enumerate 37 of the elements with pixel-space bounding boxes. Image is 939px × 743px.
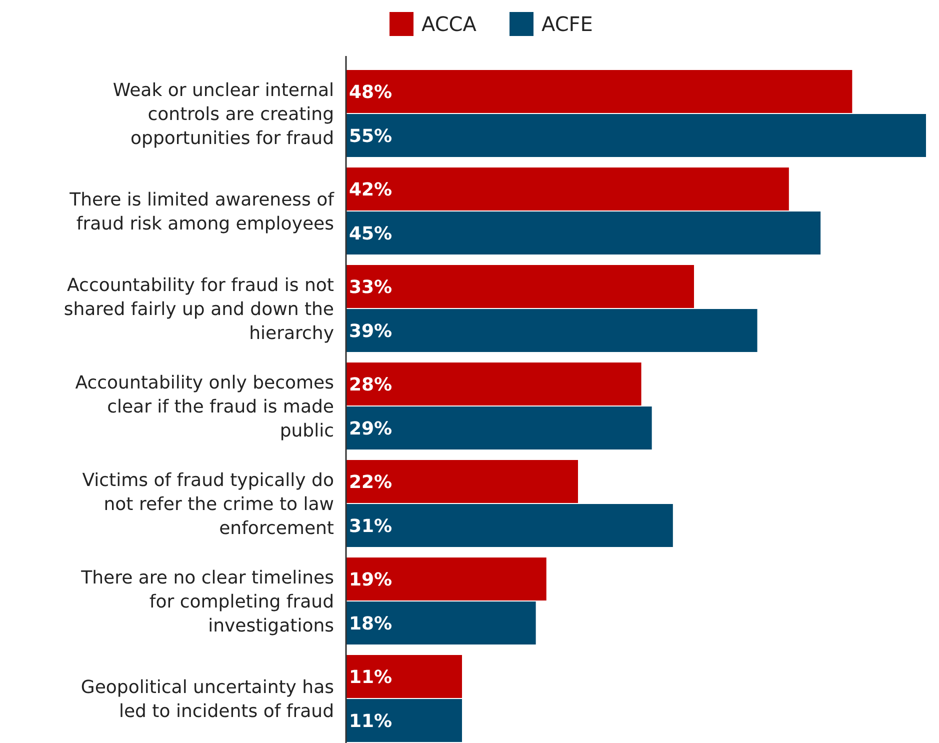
bar bbox=[346, 504, 673, 547]
y-tick-label: Victims of fraud typically do not refer the crime to law enforcement bbox=[82, 470, 334, 539]
bar bbox=[346, 362, 642, 406]
bar bbox=[346, 406, 652, 450]
bar bbox=[346, 602, 536, 644]
bar bbox=[346, 655, 462, 698]
y-tick-label: Weak or unclear internal controls are creating opportunities for fraud bbox=[112, 80, 334, 149]
data-label: 31% bbox=[349, 516, 392, 537]
data-label: 22% bbox=[349, 472, 392, 493]
data-label: 19% bbox=[349, 569, 392, 590]
data-label: 11% bbox=[349, 710, 392, 732]
y-tick-label: Geopolitical uncertainty has led to incidents of fraud bbox=[80, 676, 334, 722]
bar bbox=[346, 558, 546, 600]
data-label: 42% bbox=[349, 179, 392, 200]
bar bbox=[346, 114, 926, 157]
data-label: 48% bbox=[349, 82, 392, 103]
bar bbox=[346, 70, 852, 113]
y-tick-label: Accountability for fraud is not shared fairly up and down the hierarchy bbox=[64, 274, 334, 344]
bar bbox=[346, 699, 462, 742]
y-tick-label: There are no clear timelines for completing fraud investigations bbox=[80, 567, 334, 636]
bar bbox=[346, 212, 821, 254]
data-label: 11% bbox=[349, 666, 392, 688]
bar bbox=[346, 168, 789, 210]
data-label: 55% bbox=[349, 126, 392, 147]
legend-label: ACCA bbox=[422, 12, 477, 36]
legend-label: ACFE bbox=[542, 12, 593, 36]
data-label: 18% bbox=[349, 613, 392, 634]
data-label: 39% bbox=[349, 320, 392, 342]
y-tick-label: There is limited awareness of fraud risk among employees bbox=[68, 189, 335, 234]
y-tick-label: Accountability only becomes clear if the fraud is made public bbox=[75, 372, 334, 442]
data-label: 45% bbox=[349, 223, 392, 244]
data-label: 29% bbox=[349, 418, 392, 440]
bar bbox=[346, 265, 694, 308]
bar bbox=[346, 309, 758, 352]
bar bbox=[346, 460, 578, 503]
data-label: 33% bbox=[349, 276, 392, 298]
data-label: 28% bbox=[349, 374, 392, 396]
